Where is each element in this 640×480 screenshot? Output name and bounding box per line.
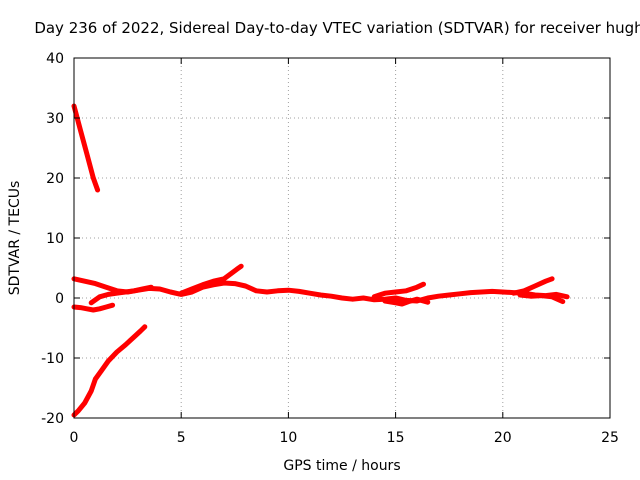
grid-lines — [74, 58, 610, 418]
x-axis-ticks: 0 5 10 15 20 25 — [70, 58, 619, 446]
x-tick-label-4: 20 — [494, 430, 512, 446]
series-line-track-d — [71, 276, 570, 304]
y-tick-label-0: -20 — [41, 411, 64, 427]
series-line-track-h — [382, 296, 431, 307]
y-tick-label-5: 30 — [46, 111, 64, 127]
series-line-track-b — [71, 324, 148, 418]
series-line-track-j — [517, 292, 566, 305]
data-series — [71, 103, 570, 418]
y-tick-label-3: 10 — [46, 231, 64, 247]
series-line-track-c — [71, 302, 116, 313]
y-axis-ticks: -20 -10 0 10 20 30 40 — [41, 51, 610, 427]
y-axis-label: SDTVAR / TECUs — [7, 181, 23, 296]
x-axis-label: GPS time / hours — [283, 458, 400, 474]
chart-title: Day 236 of 2022, Sidereal Day-to-day VTE… — [34, 19, 640, 37]
x-tick-label-5: 25 — [601, 430, 619, 446]
x-tick-label-2: 10 — [279, 430, 297, 446]
series-line-track-i — [511, 276, 555, 296]
y-tick-label-1: -10 — [41, 351, 64, 367]
y-tick-label-2: 0 — [55, 291, 64, 307]
x-tick-label-0: 0 — [70, 430, 79, 446]
series-line-track-a — [71, 103, 101, 193]
y-tick-label-6: 40 — [46, 51, 64, 67]
series-line-track-g — [371, 281, 426, 300]
series-line-track-f — [178, 263, 244, 296]
x-tick-label-1: 5 — [177, 430, 186, 446]
y-tick-label-4: 20 — [46, 171, 64, 187]
x-tick-label-3: 15 — [387, 430, 405, 446]
series-line-track-e — [88, 284, 154, 306]
